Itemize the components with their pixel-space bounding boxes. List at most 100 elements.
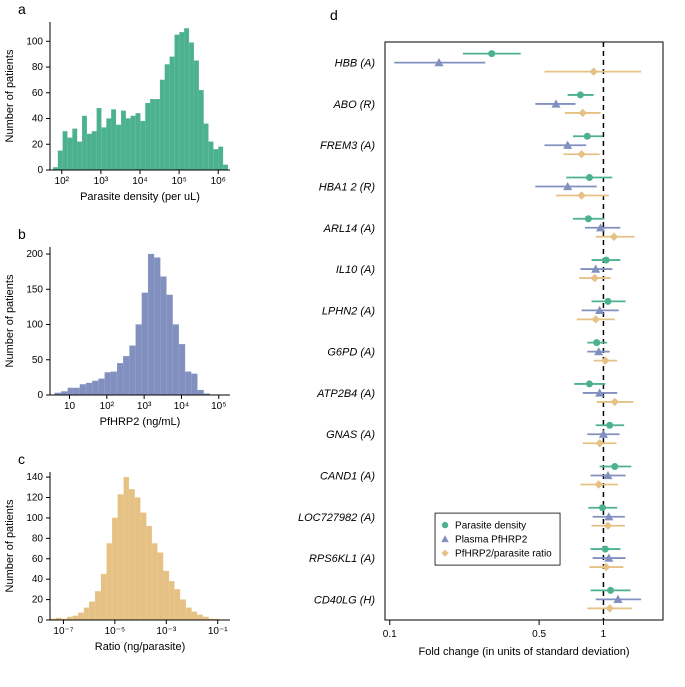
hist-bar: [214, 149, 219, 170]
x-tick: 10⁻⁷: [53, 626, 73, 637]
gene-label: IL10 (A): [336, 264, 375, 276]
hist-bar: [112, 518, 117, 620]
y-tick: 40: [32, 574, 44, 585]
hist-bar: [150, 99, 155, 170]
x-tick: 0.5: [532, 629, 546, 640]
y-tick: 20: [32, 595, 44, 606]
hist-bar: [116, 125, 121, 170]
hist-bar: [72, 129, 77, 170]
marker-diamond: [590, 274, 598, 282]
marker-diamond: [591, 315, 599, 323]
marker-circle: [602, 546, 609, 553]
gene-label: GNAS (A): [326, 429, 375, 441]
hist-bar: [135, 498, 140, 620]
marker-diamond: [577, 191, 585, 199]
gene-label: CAND1 (A): [320, 471, 375, 483]
gene-label: ABO (R): [332, 99, 375, 111]
gene-label: ATP2B4 (A): [316, 388, 375, 400]
marker-circle: [604, 298, 611, 305]
hist-bar: [130, 346, 136, 395]
marker-diamond: [589, 67, 597, 75]
marker-circle: [593, 339, 600, 346]
hist-bar: [161, 277, 167, 395]
hist-bar: [173, 325, 179, 395]
marker-diamond: [594, 480, 602, 488]
hist-bar: [218, 147, 223, 170]
hist-bar: [192, 612, 197, 620]
hist-bar: [117, 363, 123, 395]
x-tick: 0.1: [383, 629, 397, 640]
y-label: Number of patients: [4, 499, 16, 592]
legend-label: PfHRP2/parasite ratio: [455, 549, 552, 560]
hist-bar: [126, 119, 131, 170]
hist-bar: [80, 384, 86, 395]
gene-label: LPHN2 (A): [322, 305, 376, 317]
y-label: Number of patients: [4, 49, 16, 142]
x-tick: 10⁶: [211, 176, 226, 187]
marker-circle: [488, 50, 495, 57]
hist-bar: [141, 121, 146, 170]
hist-bar: [175, 35, 180, 170]
x-tick: 1: [601, 629, 607, 640]
hist-bar: [87, 134, 92, 170]
hist-bar: [186, 608, 191, 620]
marker-diamond: [577, 150, 585, 158]
marker-diamond: [601, 356, 609, 364]
hist-bar: [86, 383, 92, 395]
y-tick: 120: [26, 493, 43, 504]
hist-bar: [97, 108, 102, 170]
x-tick: 10⁵: [211, 401, 226, 412]
x-label: Fold change (in units of standard deviat…: [419, 646, 630, 658]
y-tick: 140: [26, 472, 43, 483]
panel-label: d: [330, 7, 338, 23]
hist-bar: [107, 119, 112, 170]
x-label: Parasite density (per uL): [80, 191, 200, 203]
hist-bar: [180, 600, 186, 620]
marker-circle: [577, 91, 584, 98]
hist-bar: [223, 165, 228, 170]
y-tick: 0: [37, 165, 43, 176]
marker-circle: [611, 463, 618, 470]
hist-bar: [82, 116, 87, 170]
x-tick: 10²: [55, 176, 70, 187]
x-label: PfHRP2 (ng/mL): [100, 416, 181, 428]
gene-label: CD40LG (H): [314, 594, 375, 606]
y-tick: 150: [26, 284, 43, 295]
y-tick: 60: [32, 88, 44, 99]
x-tick: 10⁵: [171, 176, 186, 187]
marker-circle: [585, 215, 592, 222]
legend-label: Plasma PfHRP2: [455, 535, 528, 546]
hist-bar: [141, 513, 147, 620]
gene-label: HBB (A): [335, 58, 376, 70]
x-tick: 10⁴: [174, 401, 189, 412]
hist-bar: [198, 390, 204, 395]
marker-diamond: [606, 604, 614, 612]
hist-bar: [158, 553, 163, 620]
hist-bar: [58, 151, 62, 170]
hist-bar: [102, 128, 107, 170]
hist-bar: [61, 391, 67, 395]
hist-bar: [92, 381, 98, 395]
hist-bar: [123, 356, 129, 395]
hist-bar: [131, 116, 136, 170]
hist-bar: [209, 142, 214, 170]
y-tick: 60: [32, 554, 44, 565]
hist-bar: [170, 57, 175, 170]
panel-label: b: [18, 226, 26, 242]
hist-bar: [197, 615, 203, 620]
hist-bar: [155, 99, 160, 170]
marker-circle: [603, 257, 610, 264]
x-tick: 10⁻³: [156, 626, 176, 637]
hist-bar: [160, 80, 165, 170]
gene-label: LOC727982 (A): [298, 512, 375, 524]
y-tick: 80: [32, 62, 44, 73]
hist-bar: [185, 372, 191, 395]
hist-bar: [107, 543, 112, 620]
hist-bar: [184, 28, 189, 170]
marker-diamond: [604, 522, 612, 530]
hist-bar: [136, 325, 142, 395]
y-tick: 100: [26, 320, 43, 331]
y-tick: 100: [26, 36, 43, 47]
hist-bar: [136, 113, 141, 170]
marker-diamond: [595, 439, 603, 447]
